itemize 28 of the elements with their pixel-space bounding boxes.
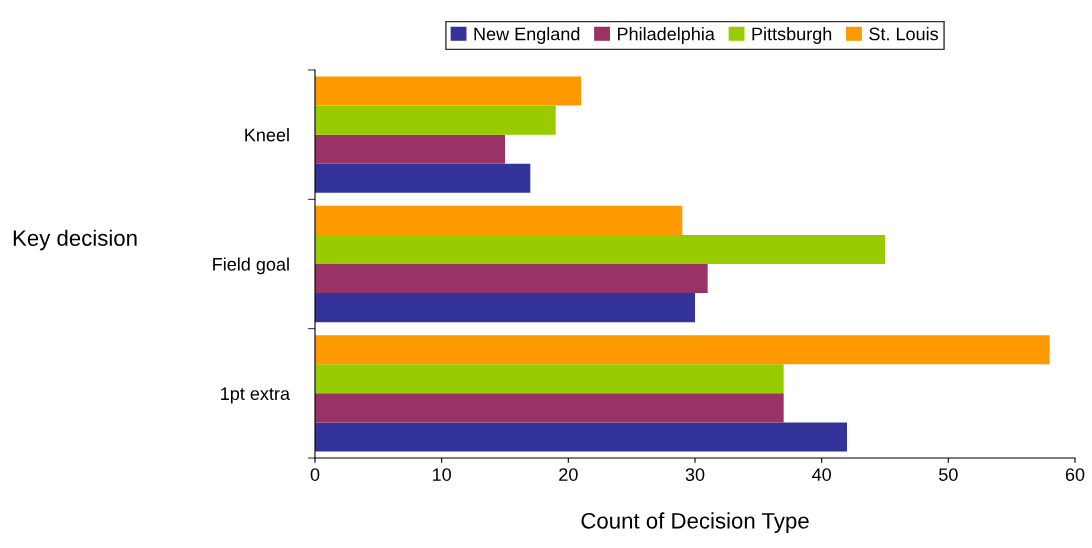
y-tick-label: Field goal [213, 257, 289, 275]
bar [315, 76, 581, 106]
x-axis-title: Count of Decision Type [581, 512, 809, 534]
x-tick-label: 20 [559, 468, 578, 481]
x-tick-label: 40 [812, 468, 831, 481]
bar [315, 293, 695, 323]
x-tick-label: 60 [1065, 468, 1085, 481]
bar [315, 234, 885, 264]
bar [315, 205, 683, 235]
bar [315, 393, 784, 423]
legend-label: Philadelphia [618, 27, 715, 44]
bar [315, 105, 556, 135]
legend-label: New England [474, 27, 580, 44]
x-tick-label: 30 [685, 468, 705, 481]
y-tick-label: Kneel [245, 128, 289, 142]
legend-label: St. Louis [869, 27, 939, 41]
bar [315, 134, 505, 164]
legend-label: Pittsburgh [752, 27, 832, 44]
y-axis-title: Key decision [13, 229, 137, 251]
bar [315, 163, 531, 193]
x-tick-label: 0 [310, 468, 320, 481]
x-tick-label: 10 [433, 468, 451, 481]
bar [315, 364, 784, 394]
y-tick-label: 1pt extra [221, 387, 290, 404]
bar [315, 335, 1050, 365]
bar [315, 422, 847, 452]
x-tick-label: 50 [939, 468, 958, 481]
bar [315, 264, 708, 294]
